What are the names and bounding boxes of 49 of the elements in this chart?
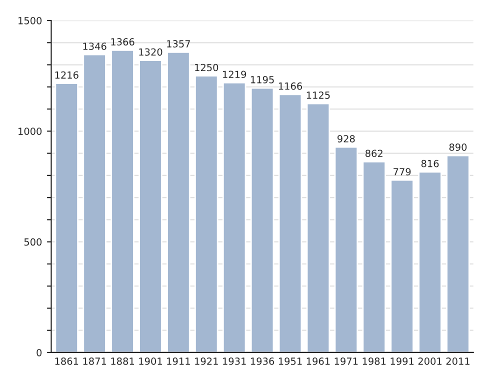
bar xyxy=(110,49,134,352)
data-label: 1195 xyxy=(250,76,274,84)
data-label: 779 xyxy=(394,168,411,176)
data-label: 816 xyxy=(421,160,439,168)
bar xyxy=(222,82,246,352)
bar xyxy=(418,171,442,352)
bar xyxy=(334,146,358,352)
bar xyxy=(138,60,162,352)
data-label: 1357 xyxy=(167,40,190,48)
x-tick-label: 1951 xyxy=(278,358,302,365)
bar xyxy=(306,102,330,352)
bar xyxy=(278,94,302,352)
bar xyxy=(166,51,190,352)
data-label: 1125 xyxy=(306,91,330,99)
data-label: 1320 xyxy=(139,48,162,56)
y-tick-label: 500 xyxy=(24,238,42,246)
data-label: 1250 xyxy=(195,64,218,72)
data-label: 928 xyxy=(338,135,355,142)
data-label: 1346 xyxy=(83,42,106,50)
bar xyxy=(82,54,106,352)
bar xyxy=(250,87,274,352)
x-tick-label: 1901 xyxy=(139,358,162,365)
data-label: 862 xyxy=(366,150,382,158)
bar xyxy=(54,82,78,352)
y-tick-label: 1500 xyxy=(18,16,42,24)
x-tick-label: 1861 xyxy=(55,358,78,365)
bar xyxy=(362,161,386,352)
x-tick-label: 1881 xyxy=(111,358,134,365)
x-tick-label: 1911 xyxy=(167,358,190,365)
x-tick-label: 1871 xyxy=(83,358,106,365)
y-tick-label: 0 xyxy=(36,348,42,356)
x-tick-label: 1921 xyxy=(195,358,218,365)
x-tick-label: 1931 xyxy=(223,358,246,365)
bar xyxy=(446,154,470,352)
x-tick-label: 1981 xyxy=(362,358,386,365)
x-tick-label: 1936 xyxy=(250,358,274,365)
bar xyxy=(390,179,414,352)
x-tick-label: 1991 xyxy=(390,358,414,365)
bar xyxy=(194,75,218,352)
x-tick-label: 2011 xyxy=(446,358,470,365)
data-label: 1366 xyxy=(111,38,134,46)
x-tick-label: 1971 xyxy=(334,358,358,365)
y-tick-label: 1000 xyxy=(18,128,42,136)
data-label: 1216 xyxy=(55,71,78,79)
x-tick-label: 2001 xyxy=(418,358,442,365)
data-label: 1166 xyxy=(278,82,302,90)
data-label: 890 xyxy=(449,144,467,151)
data-label: 1219 xyxy=(223,70,246,78)
x-tick-label: 1961 xyxy=(306,358,330,365)
